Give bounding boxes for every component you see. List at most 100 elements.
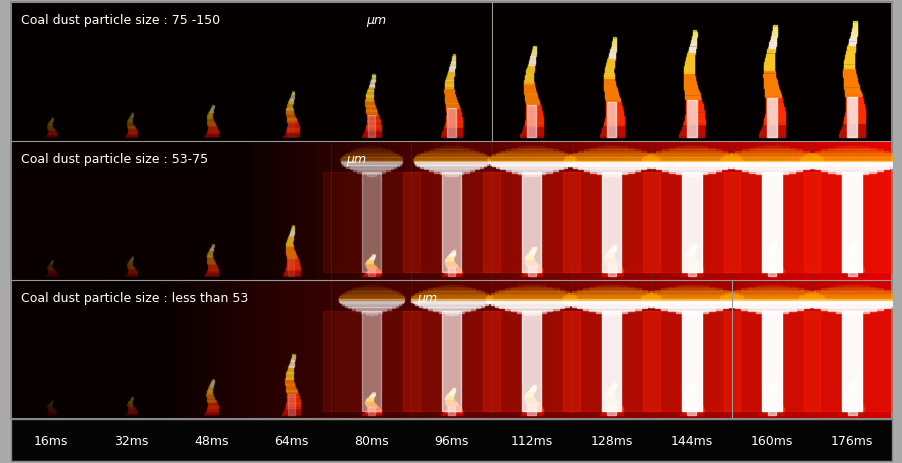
Bar — [710, 141, 722, 280]
Bar — [315, 141, 327, 280]
Text: 112ms: 112ms — [510, 435, 552, 449]
Bar — [796, 141, 806, 280]
Bar — [849, 141, 860, 280]
Bar — [763, 141, 775, 280]
Bar — [711, 280, 724, 419]
Bar — [483, 280, 496, 419]
Bar — [646, 141, 658, 280]
Bar — [624, 141, 636, 280]
Bar — [519, 280, 532, 419]
Bar — [819, 280, 832, 419]
Bar — [421, 141, 433, 280]
Bar — [591, 280, 604, 419]
Bar — [651, 280, 664, 419]
Text: Coal dust particle size : 53-75: Coal dust particle size : 53-75 — [22, 153, 212, 166]
Bar — [291, 280, 304, 419]
Bar — [363, 280, 376, 419]
Bar — [387, 280, 400, 419]
Bar — [326, 141, 337, 280]
Bar — [663, 280, 676, 419]
Bar — [571, 141, 583, 280]
Text: 48ms: 48ms — [194, 435, 228, 449]
Bar — [635, 141, 647, 280]
Bar — [219, 280, 232, 419]
Bar — [447, 280, 460, 419]
Bar — [827, 141, 839, 280]
Bar — [838, 141, 850, 280]
Text: 160ms: 160ms — [750, 435, 792, 449]
Text: Coal dust particle size : less than 53: Coal dust particle size : less than 53 — [22, 292, 253, 305]
Bar — [543, 280, 556, 419]
Bar — [315, 280, 327, 419]
Bar — [399, 280, 412, 419]
Bar — [615, 280, 628, 419]
Text: μm: μm — [416, 292, 437, 305]
Bar — [339, 280, 352, 419]
Bar — [613, 141, 625, 280]
Bar — [735, 280, 748, 419]
Bar — [667, 141, 678, 280]
Bar — [183, 280, 196, 419]
Bar — [485, 141, 497, 280]
Bar — [327, 280, 340, 419]
Bar — [347, 141, 358, 280]
Bar — [294, 141, 305, 280]
Bar — [582, 141, 594, 280]
Bar — [267, 280, 280, 419]
Bar — [11, 141, 251, 280]
Bar — [529, 141, 540, 280]
Bar — [816, 141, 828, 280]
Bar — [675, 280, 688, 419]
Bar — [251, 141, 262, 280]
Bar — [747, 280, 760, 419]
Bar — [783, 280, 796, 419]
Bar — [465, 141, 476, 280]
Bar — [677, 141, 689, 280]
Bar — [721, 141, 732, 280]
Bar — [231, 280, 244, 419]
Bar — [471, 280, 483, 419]
Text: μm: μm — [345, 153, 365, 166]
Bar — [771, 280, 784, 419]
Bar — [432, 141, 444, 280]
Bar — [11, 2, 891, 141]
Bar — [411, 280, 424, 419]
Bar — [699, 141, 711, 280]
Bar — [752, 141, 764, 280]
Bar — [243, 280, 256, 419]
Text: 128ms: 128ms — [590, 435, 632, 449]
Bar — [870, 141, 881, 280]
Text: 144ms: 144ms — [670, 435, 713, 449]
Bar — [657, 141, 668, 280]
Bar — [368, 141, 380, 280]
Bar — [207, 280, 220, 419]
Bar — [567, 280, 580, 419]
Text: 96ms: 96ms — [434, 435, 468, 449]
Bar — [303, 280, 316, 419]
Bar — [759, 280, 772, 419]
Bar — [603, 141, 614, 280]
Bar — [555, 280, 568, 419]
Bar — [170, 280, 184, 419]
Text: Coal dust particle size : 75 -150: Coal dust particle size : 75 -150 — [22, 14, 225, 27]
Bar — [262, 141, 273, 280]
Bar — [423, 280, 436, 419]
Bar — [579, 280, 592, 419]
Text: 176ms: 176ms — [830, 435, 872, 449]
Bar — [495, 280, 508, 419]
Bar — [640, 280, 652, 419]
Bar — [805, 141, 817, 280]
Bar — [807, 280, 820, 419]
Bar — [279, 280, 292, 419]
Text: μm: μm — [365, 14, 386, 27]
Text: 80ms: 80ms — [354, 435, 388, 449]
Bar — [357, 141, 369, 280]
Bar — [860, 141, 870, 280]
Bar — [688, 141, 700, 280]
Bar — [831, 280, 844, 419]
Bar — [507, 141, 519, 280]
Text: 16ms: 16ms — [33, 435, 68, 449]
Bar — [699, 280, 712, 419]
Bar — [336, 141, 348, 280]
Bar — [379, 141, 391, 280]
